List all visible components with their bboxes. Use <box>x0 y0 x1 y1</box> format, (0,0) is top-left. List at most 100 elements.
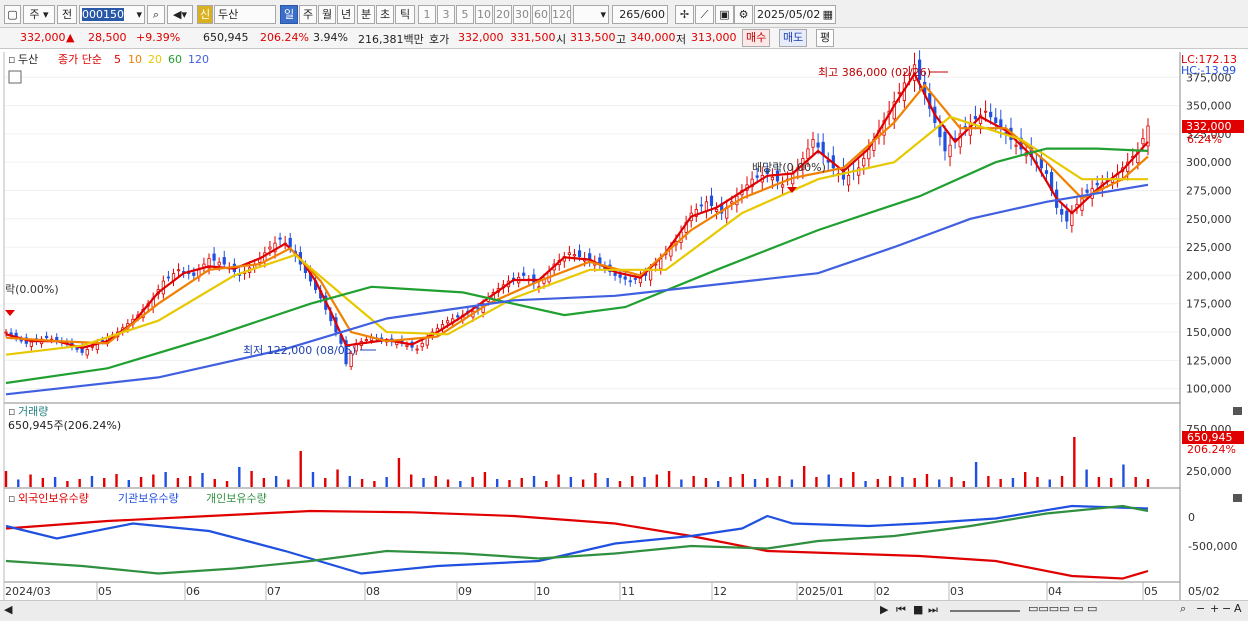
volume-bar <box>729 477 732 487</box>
draw-line-icon[interactable]: ⟋ <box>695 5 714 24</box>
volume-menu-icon[interactable]: ▫ <box>8 405 15 418</box>
count-field[interactable]: 265/600 <box>612 5 668 24</box>
layout-icons[interactable]: ▭▭▭▭ ▭ ▭ <box>1028 602 1098 615</box>
speaker-icon[interactable]: ◀▾ <box>167 5 193 24</box>
gear-icon[interactable]: ⚙ <box>734 5 753 24</box>
save-icon[interactable]: ▣ <box>715 5 734 24</box>
table-toggle-icon[interactable] <box>8 70 22 84</box>
interval-20[interactable]: 20 <box>494 5 512 24</box>
volume-bar <box>299 451 302 487</box>
interval-5[interactable]: 5 <box>456 5 474 24</box>
buy-button[interactable]: 매수 <box>742 29 771 47</box>
volume-bar <box>950 477 953 487</box>
interval-10[interactable]: 10 <box>475 5 493 24</box>
tab-daily[interactable]: 일 <box>280 5 298 24</box>
interval-1[interactable]: 1 <box>418 5 436 24</box>
interval-120[interactable]: 120 <box>551 5 571 24</box>
stock-code-input[interactable]: 000150 ▾ <box>79 5 145 24</box>
open-label: 시 <box>556 33 567 46</box>
text-size-icon[interactable]: A <box>1234 602 1242 615</box>
stop-icon[interactable]: ■ <box>913 603 924 616</box>
holding-menu-icon[interactable]: ▫ <box>8 492 15 505</box>
candle-body <box>29 341 33 347</box>
candle-body <box>75 347 79 350</box>
holding-pane-close-icon[interactable] <box>1233 494 1242 502</box>
zoom-out-icon[interactable]: ⌕ <box>1180 602 1187 615</box>
scroll-right-icon[interactable]: ▶ <box>880 603 889 616</box>
candle-body <box>821 141 825 156</box>
window-icon[interactable]: ▢ <box>4 5 21 24</box>
holding-line <box>5 504 1149 575</box>
volume-last-tag <box>1182 431 1244 444</box>
volume-bar <box>520 478 523 487</box>
stock-name-field[interactable]: 두산 <box>214 5 276 24</box>
volume-bar <box>680 479 683 487</box>
candle-body <box>100 339 105 342</box>
tab-monthly[interactable]: 월 <box>318 5 336 24</box>
volume-bar <box>17 479 20 487</box>
moving-average-lines <box>5 71 1149 396</box>
candle-body <box>770 176 775 181</box>
period-dropdown[interactable]: 주 ▾ <box>23 5 55 24</box>
volume-bar <box>974 462 978 487</box>
zoom-slider[interactable] <box>950 610 1020 612</box>
candle-body <box>522 272 526 276</box>
interval-30[interactable]: 30 <box>513 5 531 24</box>
search-icon[interactable]: ⌕ <box>147 5 165 24</box>
price-tick: 225,000 <box>1186 241 1232 254</box>
count-total: /600 <box>640 8 665 21</box>
pane-menu-icon[interactable]: ▫ <box>8 53 15 66</box>
candle-body <box>765 169 769 174</box>
tab-tick[interactable]: 틱 <box>395 5 415 24</box>
candle-body <box>811 139 815 148</box>
interval-3[interactable]: 3 <box>437 5 455 24</box>
legend-prefix: 종가 단순 <box>58 53 102 66</box>
tab-yearly[interactable]: 년 <box>337 5 355 24</box>
volume-bar <box>287 479 290 487</box>
volume-bar <box>495 479 499 487</box>
zoom-minus-icon[interactable]: − <box>1196 602 1206 615</box>
candle-body <box>207 258 211 269</box>
tab-weekly[interactable]: 주 <box>299 5 317 24</box>
candle-body <box>846 174 851 186</box>
interval-custom-dropdown[interactable]: ▾ <box>573 5 609 24</box>
crosshair-icon[interactable]: ✢ <box>675 5 694 24</box>
tab-minute[interactable]: 분 <box>357 5 375 24</box>
volume-pct-label: 206.24% <box>1187 443 1236 456</box>
candle-body <box>709 195 714 206</box>
volume-bar <box>741 474 744 487</box>
volume-bar <box>311 472 315 487</box>
tab-second[interactable]: 초 <box>376 5 394 24</box>
zoom-fit-icon[interactable]: − <box>1222 602 1232 615</box>
scroll-left-icon[interactable]: ◀ <box>4 603 13 616</box>
interval-60[interactable]: 60 <box>532 5 550 24</box>
candle-body <box>1065 210 1069 222</box>
candle-body <box>268 246 272 250</box>
sell-button[interactable]: 매도 <box>779 29 808 47</box>
price-tick: 125,000 <box>1186 354 1232 367</box>
candle-body <box>45 335 49 339</box>
volume-bar <box>802 466 806 487</box>
forward-icon[interactable]: ⏭ <box>928 603 938 616</box>
calendar-icon[interactable]: ▦ <box>822 8 833 21</box>
volume-bar <box>459 481 462 487</box>
candle-body <box>628 280 632 283</box>
chart-scrollbar[interactable]: ◀ ▶ ⏮ ■ ⏭ ▭▭▭▭ ▭ ▭ ⌕ − + − A <box>0 600 1248 621</box>
candle-body <box>456 315 460 318</box>
rewind-icon[interactable]: ⏮ <box>896 603 906 616</box>
volume-bar <box>1060 476 1064 487</box>
stock-chart[interactable]: 100,000 125,000 150,000 175,000 200,000 225,0… <box>0 50 1248 603</box>
candle-body <box>1070 212 1074 226</box>
eval-button[interactable]: 평 <box>816 29 835 47</box>
volume-bar <box>938 479 941 487</box>
candle-body <box>983 110 988 113</box>
price-tick: 150,000 <box>1186 326 1232 339</box>
volume-bar <box>115 474 118 487</box>
volume-bar <box>176 478 180 487</box>
zoom-plus-icon[interactable]: + <box>1210 602 1220 615</box>
volume-pane-close-icon[interactable] <box>1233 407 1242 415</box>
volume-bar <box>1024 472 1027 487</box>
prev-button[interactable]: 전 <box>57 5 77 24</box>
volume-bar <box>852 472 855 487</box>
date-field[interactable]: 2025/05/02 ▦ <box>754 5 836 24</box>
